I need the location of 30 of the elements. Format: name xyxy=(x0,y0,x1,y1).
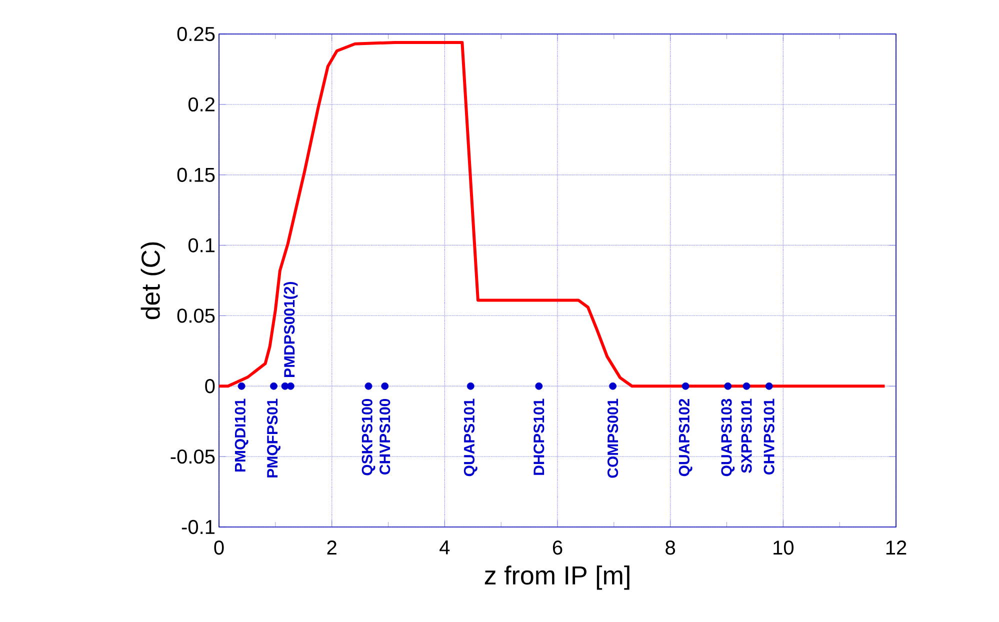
annotation: SXPPS101 xyxy=(741,398,752,473)
annotation: QSKPS100 xyxy=(362,398,376,476)
y-tick-label: -0.1 xyxy=(182,520,214,534)
annotation: QUAPS102 xyxy=(678,398,692,476)
x-tick-label: 4 xyxy=(440,540,450,554)
line-series xyxy=(218,40,886,388)
x-tick-label: 12 xyxy=(886,540,906,554)
y-tick-label: 0.25 xyxy=(177,26,215,42)
x-tick-label: 2 xyxy=(327,540,336,554)
x-tick-label: 6 xyxy=(552,540,562,555)
annotation: QUAPS103 xyxy=(721,398,735,476)
y-tick-label: -0.05 xyxy=(170,449,215,464)
y-axis-title: det (C) xyxy=(140,242,166,320)
annotation: PMQDI101 xyxy=(234,398,248,472)
y-tick-label: 0.05 xyxy=(177,308,215,323)
annotation: CHVPS100 xyxy=(380,398,390,474)
y-tick-label: 0.2 xyxy=(188,97,214,112)
annotation: PMDPS001(2) xyxy=(284,282,298,377)
y-tick-label: 0.1 xyxy=(188,238,214,252)
x-tick-label: 8 xyxy=(666,540,676,555)
y-tick-label: 0.15 xyxy=(177,168,215,182)
annotation: QUAPS101 xyxy=(464,398,478,476)
annotation: PMQFPS01 xyxy=(267,398,280,478)
annotation: COMPS001 xyxy=(607,398,618,478)
annotation: CHVPS101 xyxy=(764,398,774,474)
y-tick-label: 0 xyxy=(205,379,215,394)
x-axis-title: z from IP [m] xyxy=(484,566,630,590)
x-tick-label: 0 xyxy=(214,540,224,555)
x-tick-label: 10 xyxy=(774,540,794,555)
annotation: DHCPS101 xyxy=(534,398,544,475)
